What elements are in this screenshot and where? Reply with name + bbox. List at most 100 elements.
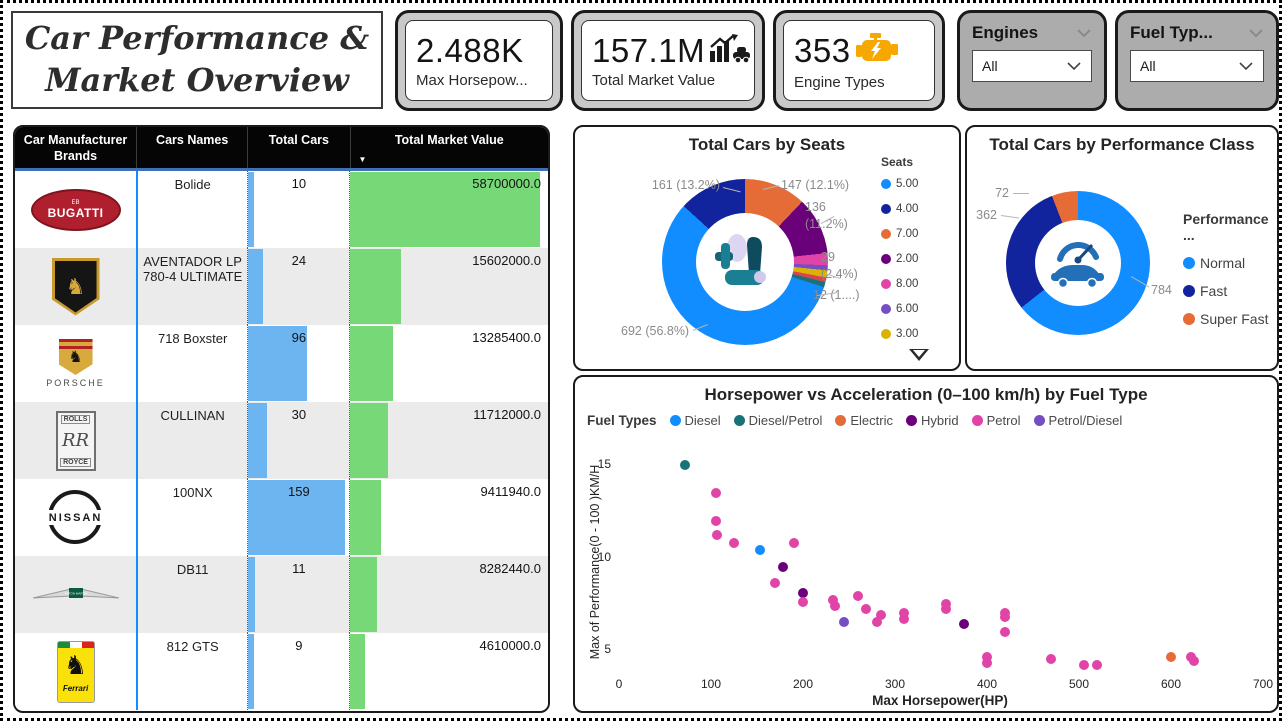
slicer-title: Fuel Typ...	[1130, 23, 1213, 42]
legend-dot	[881, 279, 891, 289]
kpi-card-max-horsepower: 2.488K Max Horsepow...	[395, 10, 563, 111]
scatter-point[interactable]	[982, 657, 992, 668]
scatter-point[interactable]	[871, 617, 882, 628]
total-cars-value: 24	[291, 253, 307, 268]
table-row[interactable]: NISSAN 100NX 159 9411940.0	[15, 479, 548, 556]
table-row[interactable]: EB BUGATTI Bolide 10 58700000.0	[15, 171, 548, 248]
market-value-cell: 9411940.0	[349, 479, 548, 556]
x-axis-title: Max Horsepower(HP)	[872, 693, 1008, 708]
column-header-cars-names[interactable]: Cars Names	[136, 127, 247, 168]
column-header-brands[interactable]: Car Manufacturer Brands	[23, 133, 128, 164]
column-header-total-market-value[interactable]: Total Market Value ▼	[349, 127, 549, 168]
market-value-databar	[350, 634, 366, 709]
scatter-point[interactable]	[853, 591, 864, 602]
scatter-point[interactable]	[712, 530, 723, 541]
table-row[interactable]: ASTON MARTIN DB11 11 8282440.0	[15, 556, 548, 633]
scatter-point[interactable]	[830, 600, 841, 611]
scatter-point[interactable]	[1000, 626, 1011, 637]
kpi-value: 2.488K	[416, 32, 524, 69]
table-row[interactable]: ROLLS RR ROYCE CULLINAN 30 11712000.0	[15, 402, 548, 479]
seats-donut-chart[interactable]	[662, 179, 828, 345]
legend-item[interactable]: Electric	[835, 413, 893, 428]
nissan-logo: NISSAN	[35, 488, 116, 548]
scatter-point[interactable]	[839, 617, 850, 628]
scatter-point[interactable]	[1046, 654, 1057, 665]
kpi-inner: 2.488K Max Horsepow...	[405, 20, 553, 101]
legend-item[interactable]: 6.00	[881, 303, 959, 315]
total-cars-databar	[248, 249, 263, 324]
total-cars-databar	[248, 480, 346, 555]
legend-item[interactable]: Petrol/Diesel	[1033, 413, 1122, 428]
chevron-down-icon[interactable]	[1248, 23, 1264, 43]
scatter-point[interactable]	[860, 604, 871, 615]
scatter-point[interactable]	[899, 613, 910, 624]
scatter-point[interactable]	[680, 460, 691, 470]
legend-item[interactable]: Petrol	[971, 413, 1021, 428]
scatter-point[interactable]	[1189, 656, 1199, 667]
performance-donut-chart[interactable]	[1006, 191, 1150, 335]
scatter-point[interactable]	[876, 609, 887, 620]
table-row[interactable]: ♞ Ferrari 812 GTS 9 4610000.0	[15, 633, 548, 710]
legend-item[interactable]: 4.00	[881, 203, 959, 215]
total-cars-cell: 9	[247, 633, 349, 710]
engines-dropdown[interactable]: All	[972, 50, 1092, 82]
data-label: 29 (2.4%)	[821, 250, 858, 281]
scatter-point[interactable]	[710, 487, 721, 498]
scatter-point[interactable]	[940, 598, 951, 609]
legend-title: Fuel Types	[587, 413, 657, 428]
scatter-point[interactable]	[710, 515, 721, 526]
scatter-point[interactable]	[940, 604, 951, 615]
total-cars-cell: 96	[247, 325, 349, 402]
scatter-point[interactable]	[1092, 659, 1103, 670]
table-row[interactable]: ♞ AVENTADOR LP 780-4 ULTIMATE 24 15602000.0	[15, 248, 548, 325]
scatter-point[interactable]	[899, 608, 910, 618]
scatter-point[interactable]	[1000, 611, 1011, 622]
legend-item[interactable]: Diesel/Petrol	[733, 413, 822, 428]
scatter-point[interactable]	[729, 537, 739, 548]
market-value-value: 58700000.0	[472, 176, 541, 191]
legend-item[interactable]: Diesel	[669, 413, 721, 428]
total-cars-value: 11	[292, 561, 306, 576]
legend-item[interactable]: 5.00	[881, 178, 959, 190]
column-header-total-cars[interactable]: Total Cars	[247, 127, 349, 168]
legend-item[interactable]: 8.00	[881, 278, 959, 290]
scatter-point[interactable]	[754, 545, 765, 556]
table-header: Car Manufacturer Brands Cars Names Total…	[15, 127, 548, 171]
kpi-inner: 157.1M Total Market Value	[581, 20, 755, 101]
rolls-royce-logo: ROLLS RR ROYCE	[55, 410, 96, 471]
horse-glyph: ♞	[68, 349, 83, 366]
legend-item[interactable]: Hybrid	[905, 413, 959, 428]
legend-dot	[669, 415, 681, 426]
fuel-types-dropdown[interactable]: All	[1130, 50, 1264, 82]
legend-item[interactable]: 2.00	[881, 253, 959, 265]
legend-item[interactable]: Super Fast	[1183, 311, 1277, 327]
legend-dot	[971, 415, 983, 426]
scatter-point[interactable]	[770, 578, 781, 589]
chart-title: Total Cars by Seats	[688, 135, 846, 154]
kpi-label: Total Market Value	[592, 72, 716, 89]
market-value-cell: 15602000.0	[349, 248, 548, 325]
chevron-down-icon[interactable]	[1076, 23, 1092, 43]
scatter-point[interactable]	[828, 595, 839, 606]
legend-dot	[881, 329, 891, 339]
legend-item[interactable]: Normal	[1183, 255, 1277, 271]
market-value-cell: 8282440.0	[349, 556, 548, 633]
table-row[interactable]: ♞ PORSCHE 718 Boxster 96 13285400.0	[15, 325, 548, 402]
scatter-point[interactable]	[1166, 652, 1176, 663]
scatter-point[interactable]	[959, 619, 969, 630]
scatter-point[interactable]	[1078, 659, 1089, 670]
x-tick-label: 500	[1068, 677, 1090, 691]
scatter-point[interactable]	[788, 537, 799, 548]
total-cars-value: 159	[288, 484, 310, 499]
legend-dot	[1033, 415, 1045, 426]
scatter-point[interactable]	[982, 652, 992, 663]
legend-item[interactable]: 7.00	[881, 228, 959, 240]
legend-item[interactable]: 3.00	[881, 328, 959, 340]
scatter-point[interactable]	[777, 561, 788, 572]
legend-item[interactable]: Fast	[1183, 283, 1277, 299]
scatter-point[interactable]	[798, 596, 808, 607]
brand-logo-cell: ♞ PORSCHE	[15, 325, 136, 402]
expand-arrow-icon[interactable]	[909, 349, 929, 361]
scatter-point[interactable]	[798, 587, 808, 598]
